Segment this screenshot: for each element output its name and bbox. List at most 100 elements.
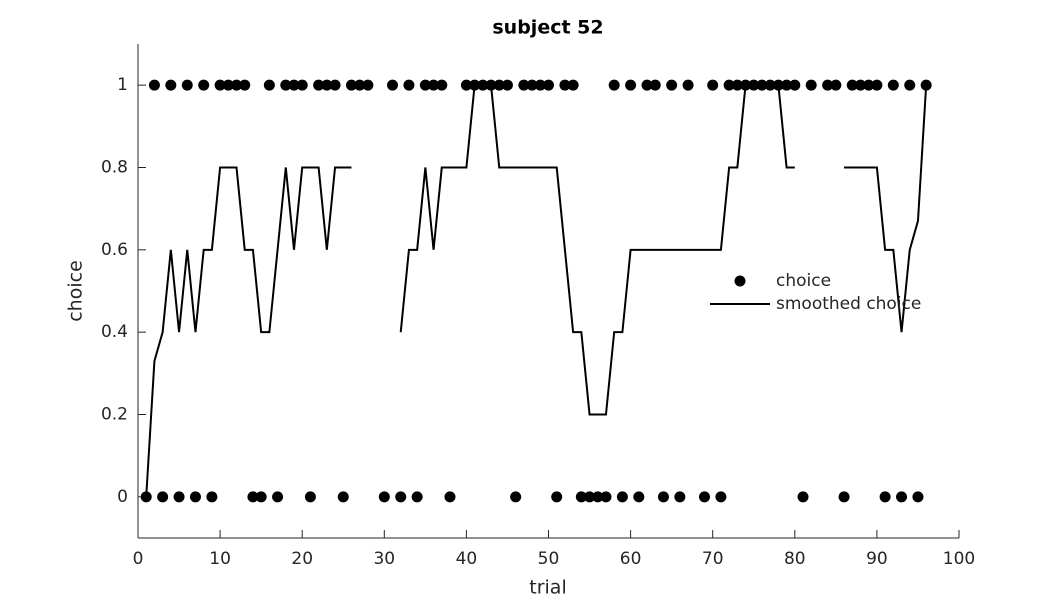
choice-point (896, 491, 908, 503)
choice-point (822, 79, 834, 91)
choice-point (206, 491, 218, 503)
x-axis-label: trial (529, 577, 566, 599)
x-tick-label: 20 (291, 549, 313, 569)
choice-point (723, 79, 735, 91)
choice-point (592, 491, 604, 503)
x-tick-label: 60 (620, 549, 642, 569)
choice-point (428, 79, 440, 91)
legend-label: smoothed choice (776, 294, 921, 314)
choice-point (518, 79, 530, 91)
legend-label: choice (776, 271, 831, 291)
x-tick-label: 80 (784, 549, 806, 569)
choice-point (296, 79, 308, 91)
x-tick-label: 10 (209, 549, 231, 569)
choice-point (904, 79, 916, 91)
x-tick-label: 0 (133, 549, 144, 569)
y-tick-label: 0 (117, 487, 128, 507)
choice-point (846, 79, 858, 91)
choice-point (444, 491, 456, 503)
x-tick-label: 40 (456, 549, 478, 569)
choice-point (912, 491, 924, 503)
choice-point (731, 79, 743, 91)
choice-point (304, 491, 316, 503)
choice-point (698, 491, 710, 503)
choice-point (887, 79, 899, 91)
x-tick-label: 90 (866, 549, 888, 569)
choice-point (313, 79, 325, 91)
choice-point (280, 79, 292, 91)
choice-point (337, 491, 349, 503)
choice-point (551, 491, 563, 503)
x-tick-label: 100 (943, 549, 975, 569)
choice-point (879, 491, 891, 503)
choice-point (854, 79, 866, 91)
choice-point (510, 491, 522, 503)
choice-point (321, 79, 333, 91)
choice-point (165, 79, 177, 91)
legend-marker (734, 275, 746, 287)
choice-point (526, 79, 538, 91)
choice-point (255, 491, 267, 503)
choice-point (354, 79, 366, 91)
choice-point (419, 79, 431, 91)
choice-point (871, 79, 883, 91)
choice-point (559, 79, 571, 91)
choice-point (345, 79, 357, 91)
choice-point (501, 79, 513, 91)
choice-point (641, 79, 653, 91)
choice-point (403, 79, 415, 91)
choice-point (805, 79, 817, 91)
choice-point (189, 491, 201, 503)
choice-point (707, 79, 719, 91)
choice-point (863, 79, 875, 91)
x-tick-label: 70 (702, 549, 724, 569)
choice-point (682, 79, 694, 91)
y-tick-label: 0.8 (101, 158, 128, 178)
choice-point (436, 79, 448, 91)
y-tick-label: 0.6 (101, 240, 128, 260)
y-tick-label: 0.4 (101, 322, 128, 342)
choice-point (460, 79, 472, 91)
y-tick-label: 0.2 (101, 405, 128, 425)
choice-point (214, 79, 226, 91)
choice-point (272, 491, 284, 503)
choice-point (600, 491, 612, 503)
choice-point (608, 79, 620, 91)
choice-point (231, 79, 243, 91)
choice-point (830, 79, 842, 91)
choice-point (575, 491, 587, 503)
choice-point (239, 79, 251, 91)
choice-point (616, 491, 628, 503)
choice-point (263, 79, 275, 91)
x-tick-label: 30 (373, 549, 395, 569)
choice-point (838, 491, 850, 503)
choice-point (649, 79, 661, 91)
choice-point (148, 79, 160, 91)
choice-point (666, 79, 678, 91)
choice-point (797, 491, 809, 503)
x-tick-label: 50 (538, 549, 560, 569)
choice-point (411, 491, 423, 503)
chart-title: subject 52 (492, 17, 603, 39)
choice-point (387, 79, 399, 91)
choice-point (781, 79, 793, 91)
y-axis-label: choice (65, 260, 87, 322)
y-tick-label: 1 (117, 75, 128, 95)
choice-point (198, 79, 210, 91)
choice-point (633, 491, 645, 503)
choice-point (288, 79, 300, 91)
choice-point (534, 79, 546, 91)
choice-point (674, 491, 686, 503)
choice-point (584, 491, 596, 503)
choice-point (247, 491, 259, 503)
choice-point (173, 491, 185, 503)
choice-point (625, 79, 637, 91)
choice-point (657, 491, 669, 503)
choice-point (378, 491, 390, 503)
choice-point (493, 79, 505, 91)
smoothed-line (145, 84, 928, 497)
choice-point (181, 79, 193, 91)
choice-point (157, 491, 169, 503)
choice-point (543, 79, 554, 91)
